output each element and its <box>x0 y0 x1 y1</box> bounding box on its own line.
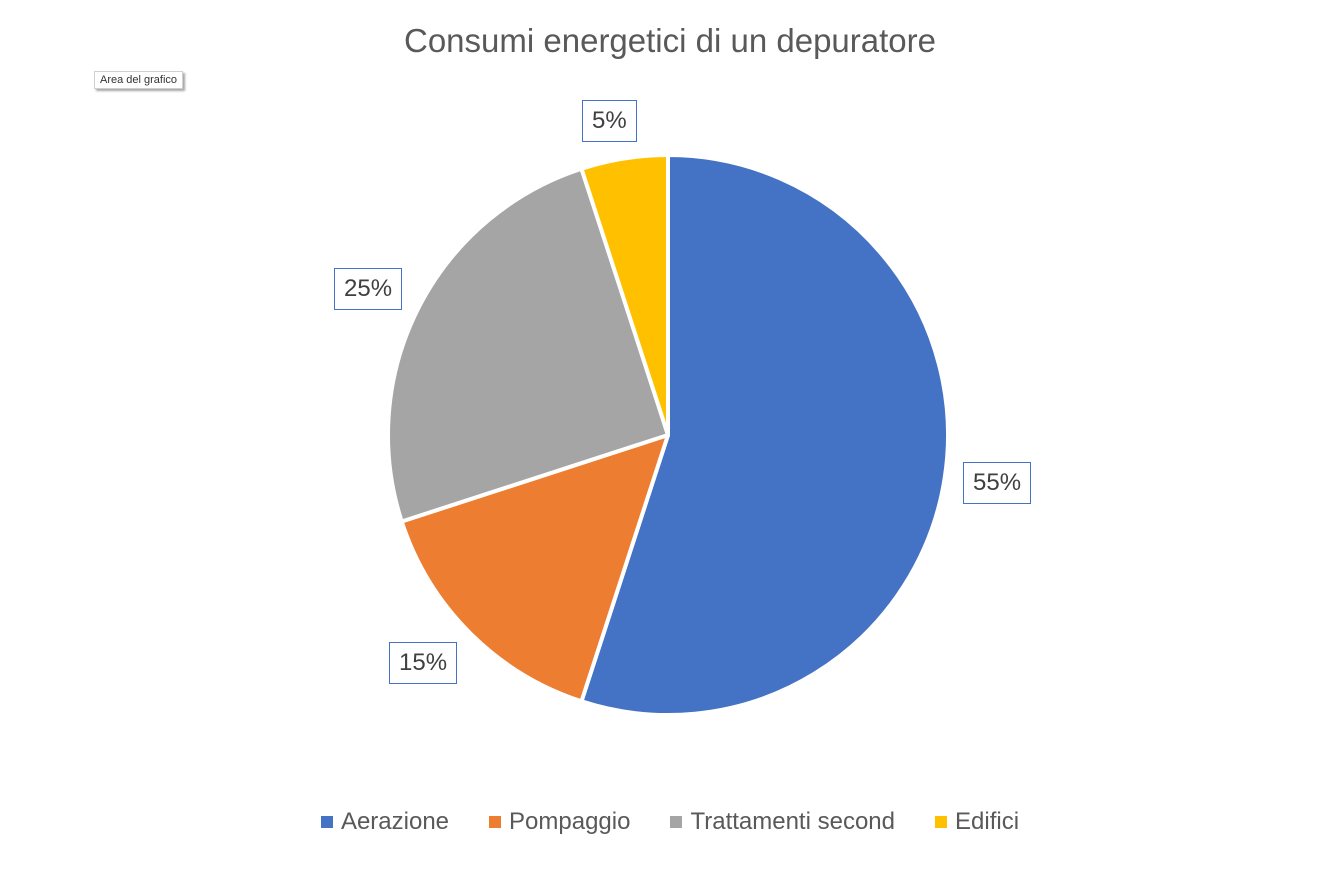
legend-item-edifici[interactable]: Edifici <box>935 808 1019 836</box>
slice-edifici[interactable] <box>579 153 670 437</box>
legend-item-pompaggio[interactable]: Pompaggio <box>489 808 630 836</box>
legend-swatch-icon <box>320 816 333 828</box>
chart-area-tooltip: Area del grafico <box>94 71 184 89</box>
data-label-edifici[interactable]: 5% <box>582 100 637 142</box>
data-label-trattamenti[interactable]: 25% <box>334 268 403 310</box>
legend-label: Aerazione <box>340 808 450 835</box>
slice-trattamenti[interactable] <box>386 166 670 524</box>
data-label-aerazione[interactable]: 55% <box>963 462 1032 504</box>
data-label-pompaggio[interactable]: 15% <box>389 642 458 684</box>
legend-swatch-icon <box>489 816 502 828</box>
legend[interactable]: Aerazione Pompaggio Trattamenti second E… <box>0 808 1340 836</box>
legend-item-trattamenti[interactable]: Trattamenti second <box>670 808 895 836</box>
legend-swatch-icon <box>670 816 683 828</box>
chart-title: Consumi energetici di un depuratore <box>404 22 936 59</box>
legend-item-aerazione[interactable]: Aerazione <box>320 808 450 836</box>
legend-swatch-icon <box>935 816 947 828</box>
legend-label: Edifici <box>955 808 1020 835</box>
legend-label: Trattamenti second <box>690 808 895 835</box>
slice-aerazione[interactable] <box>579 153 951 717</box>
legend-label: Pompaggio <box>509 808 631 835</box>
